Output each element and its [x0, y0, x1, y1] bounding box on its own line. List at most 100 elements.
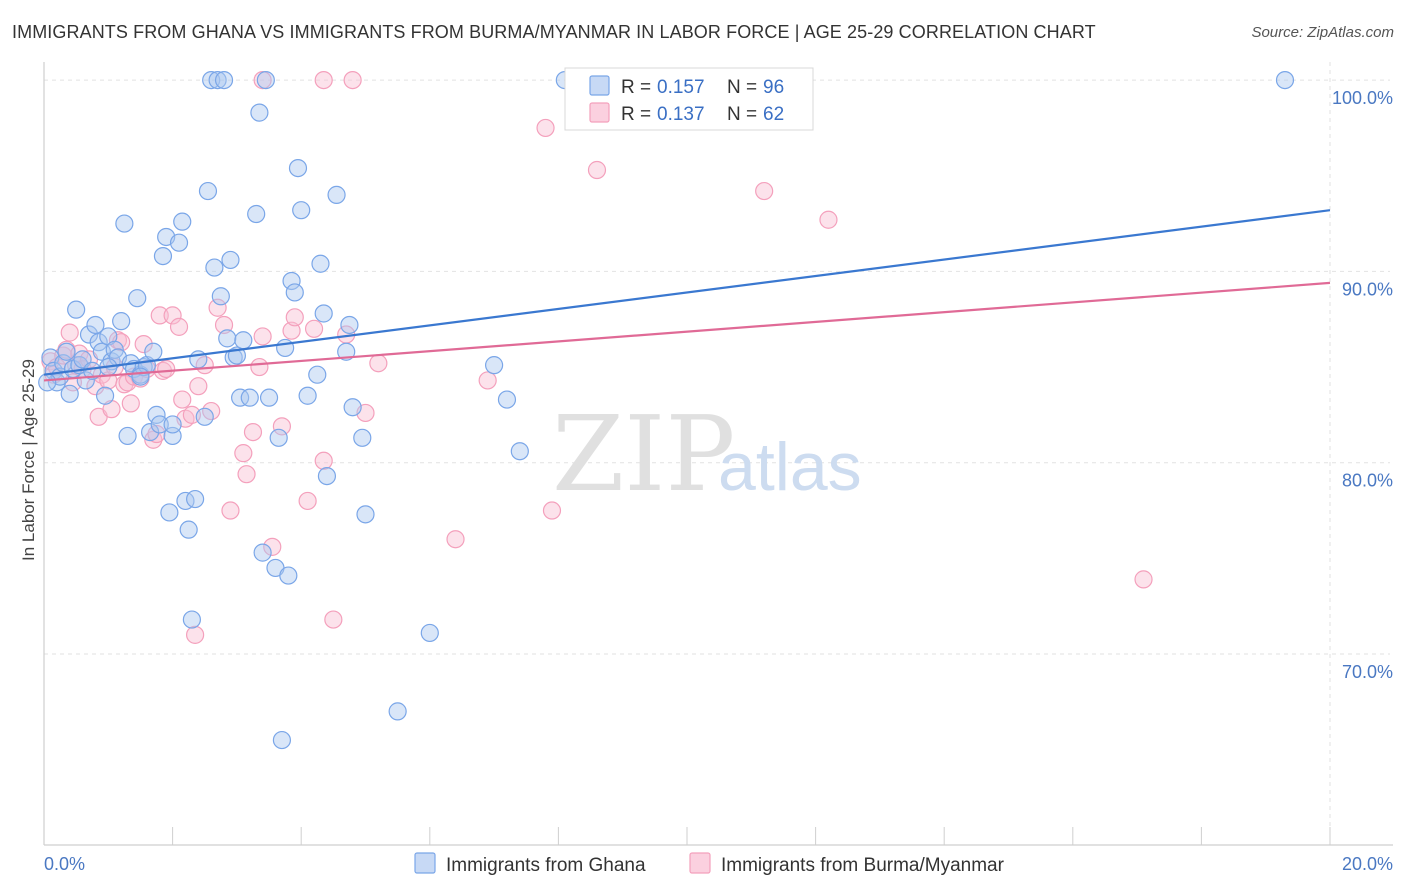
x-tick-label-end: 20.0% [1342, 854, 1393, 874]
ghana-point [160, 503, 179, 522]
ghana-point [173, 212, 192, 231]
ghana-point [202, 70, 221, 90]
burma-point [298, 491, 317, 511]
ghana-point [240, 388, 259, 407]
ghana-point [38, 373, 57, 392]
burma-point [542, 501, 562, 520]
ghana-point [79, 325, 99, 344]
burma-point [237, 465, 256, 484]
ghana-point [195, 407, 214, 426]
ghana-point [510, 442, 529, 461]
ghana-point [112, 312, 131, 331]
ghana-point [115, 214, 134, 233]
legend-swatch-ghana [589, 75, 610, 96]
burma-point [263, 537, 282, 556]
y-tick-label: 90.0% [1342, 279, 1393, 299]
ghana-point [95, 386, 115, 405]
burma-point [234, 444, 253, 463]
legend-n-label-ghana: N = [727, 77, 757, 98]
ghana-point [288, 158, 308, 178]
ticks-layer: 70.0% 80.0% 90.0% 100.0% 0.0% 20.0% [44, 88, 1393, 874]
burma-point [134, 334, 153, 354]
ghana-point [279, 566, 298, 585]
bottom-legend-label-ghana: Immigrants from Ghana [446, 855, 646, 876]
ghana-trend-line [43, 209, 1331, 376]
bottom-legend: Immigrants from Ghana Immigrants from Bu… [414, 852, 1005, 876]
ghana-point [317, 466, 337, 486]
legend-r-label-burma: R = [621, 104, 651, 125]
legend-r-value-burma: 0.137 [657, 104, 705, 125]
bottom-legend-swatch-ghana [414, 852, 436, 874]
burma-point [536, 118, 555, 138]
ghana-point [314, 304, 333, 323]
ghana-point [60, 384, 79, 403]
ghana-point [140, 422, 160, 442]
legend-r-value-ghana: 0.157 [657, 77, 705, 98]
ghana-point [208, 70, 227, 90]
ghana-point [221, 250, 240, 270]
grid-layer [44, 62, 1390, 845]
ghana-point [131, 367, 150, 386]
ghana-point [205, 258, 224, 277]
burma-point [147, 424, 166, 444]
legend-swatch-burma [589, 102, 610, 123]
ghana-point [144, 342, 163, 361]
burma-point [446, 530, 465, 549]
ghana-point [253, 543, 272, 562]
burma-point [157, 359, 176, 379]
burma-point [314, 451, 333, 470]
x-tick-label-start: 0.0% [44, 854, 85, 874]
ghana-point [327, 185, 346, 204]
watermark-atlas: atlas [718, 429, 862, 505]
ghana-point [169, 233, 189, 252]
y-tick-label: 100.0% [1332, 88, 1393, 108]
chart-title: IMMIGRANTS FROM GHANA VS IMMIGRANTS FROM… [12, 22, 1096, 42]
y-tick-label: 70.0% [1342, 662, 1393, 682]
burma-point [304, 319, 324, 338]
ghana-point [256, 70, 275, 90]
ghana-point [259, 388, 279, 407]
ghana-point [218, 329, 237, 348]
bottom-legend-label-burma: Immigrants from Burma/Myanmar [721, 855, 1005, 876]
burma-point [478, 371, 497, 390]
ghana-point [86, 315, 105, 335]
ghana-point [182, 610, 201, 629]
burma-point [189, 377, 208, 396]
burma-point [343, 70, 362, 90]
burma-point [221, 501, 240, 520]
ghana-point [285, 283, 304, 302]
legend-n-value-burma: 62 [763, 104, 784, 125]
burma-point [173, 390, 192, 409]
y-axis-label: In Labor Force | Age 25-29 [19, 359, 38, 561]
axis-layer [43, 62, 1393, 846]
burma-point [243, 422, 263, 442]
y-tick-label: 80.0% [1342, 471, 1393, 491]
ghana-point [311, 254, 330, 273]
burma-point [208, 298, 227, 317]
burma-point [186, 625, 205, 644]
bottom-legend-swatch-burma [689, 852, 711, 874]
ghana-point [247, 204, 266, 224]
legend-n-label-burma: N = [727, 104, 757, 125]
burma-point [755, 181, 774, 201]
ghana-point [163, 415, 182, 434]
trend-layer [43, 209, 1331, 382]
burma-point [587, 160, 607, 180]
ghana-point [497, 390, 517, 409]
ghana-point [234, 331, 253, 350]
burma-point [324, 610, 343, 629]
burma-point [169, 317, 189, 336]
top-legend: R = 0.157 N = 96 R = 0.137 N = 62 [564, 67, 814, 131]
burma-point [282, 321, 301, 340]
ghana-point [420, 623, 439, 643]
burma-point [115, 375, 134, 394]
ghana-point [186, 489, 205, 509]
burma-trend-line [43, 281, 1331, 382]
ghana-point [1275, 70, 1295, 90]
ghana-point [57, 342, 76, 361]
ghana-point [276, 338, 295, 358]
ghana-point [272, 730, 292, 750]
ghana-point [340, 315, 359, 335]
ghana-point [353, 428, 372, 447]
ghana-point [308, 365, 327, 384]
